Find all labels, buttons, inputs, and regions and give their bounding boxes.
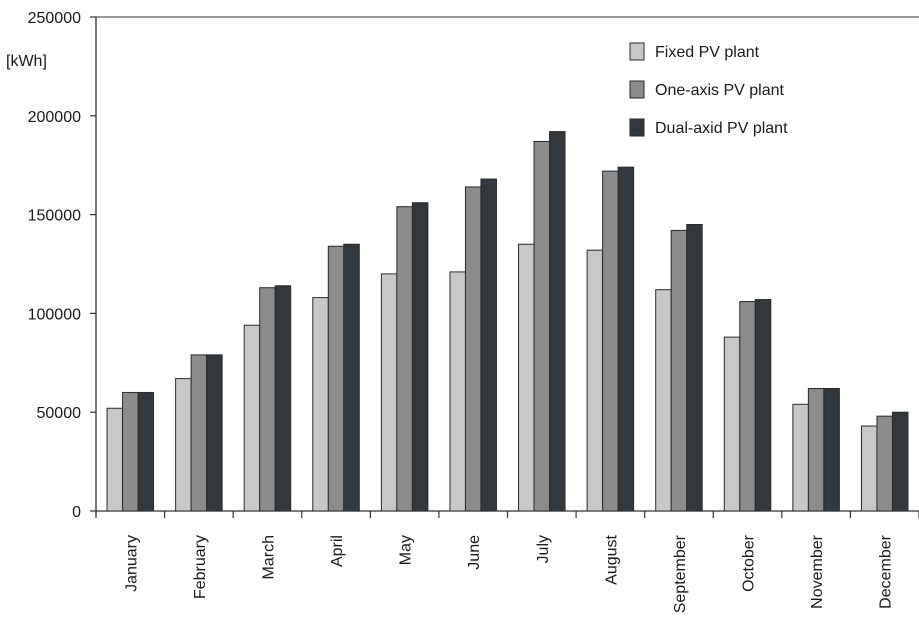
bar [586, 249, 604, 512]
bar [122, 391, 139, 512]
x-tick-label: September [672, 534, 689, 613]
bar [259, 287, 276, 512]
bar [449, 271, 466, 512]
x-tick-label: August [603, 534, 620, 584]
legend-label: Fixed PV plant [655, 44, 760, 61]
y-tick-group: 0 50000 100000 150000 200000 250000 [28, 10, 96, 521]
x-tick-label: June [466, 535, 483, 570]
bar [602, 170, 619, 512]
y-tick-label: 100000 [28, 306, 81, 323]
x-tick-label: November [809, 534, 826, 608]
bar [617, 166, 635, 512]
x-tick-label: May [398, 535, 415, 565]
bar [807, 387, 825, 512]
legend: Fixed PV plant One-axis PV plant Dual-axid… [629, 42, 788, 137]
bar [243, 324, 261, 512]
y-tick-label: 150000 [28, 208, 81, 225]
bar [823, 387, 840, 512]
bar [518, 243, 535, 512]
bar [206, 354, 223, 512]
bar [480, 178, 497, 512]
bar [380, 273, 398, 512]
x-tick-label: January [123, 535, 140, 592]
bar [686, 223, 703, 512]
x-tick-group: January February March April May June July Augu… [95, 511, 919, 613]
bar [464, 186, 482, 512]
bar [533, 140, 551, 512]
bar [723, 336, 741, 512]
x-tick-label: February [192, 535, 209, 599]
legend-label: Dual-axid PV plant [655, 120, 788, 137]
bar [274, 285, 292, 512]
bar [137, 391, 155, 512]
bar [312, 297, 329, 512]
y-tick-label: 0 [72, 504, 81, 521]
x-tick-label: October [741, 534, 758, 592]
bar [396, 206, 413, 512]
legend-swatch [629, 42, 645, 61]
bar [670, 229, 688, 512]
bar-group [106, 131, 909, 512]
legend-swatch [629, 118, 645, 137]
bar [860, 425, 878, 512]
bar [655, 289, 672, 512]
bar [175, 378, 192, 512]
bar [327, 245, 345, 512]
bar [876, 415, 893, 512]
bar [190, 354, 208, 512]
y-axis-label: [kWh] [6, 53, 47, 70]
bar [343, 243, 360, 512]
x-tick-label: December [878, 534, 895, 608]
x-tick-label: April [329, 535, 346, 567]
x-tick-label: March [260, 535, 277, 579]
bar [891, 411, 909, 512]
bar [411, 202, 429, 512]
bar [739, 301, 756, 512]
bar [549, 131, 566, 512]
x-tick-label: July [535, 535, 552, 563]
y-tick-label: 250000 [28, 10, 81, 27]
bar [106, 407, 124, 512]
y-tick-label: 200000 [28, 109, 81, 126]
y-tick-label: 50000 [37, 405, 82, 422]
legend-label: One-axis PV plant [655, 82, 785, 99]
legend-swatch [629, 80, 645, 99]
bar [754, 299, 772, 512]
bar [792, 403, 809, 512]
